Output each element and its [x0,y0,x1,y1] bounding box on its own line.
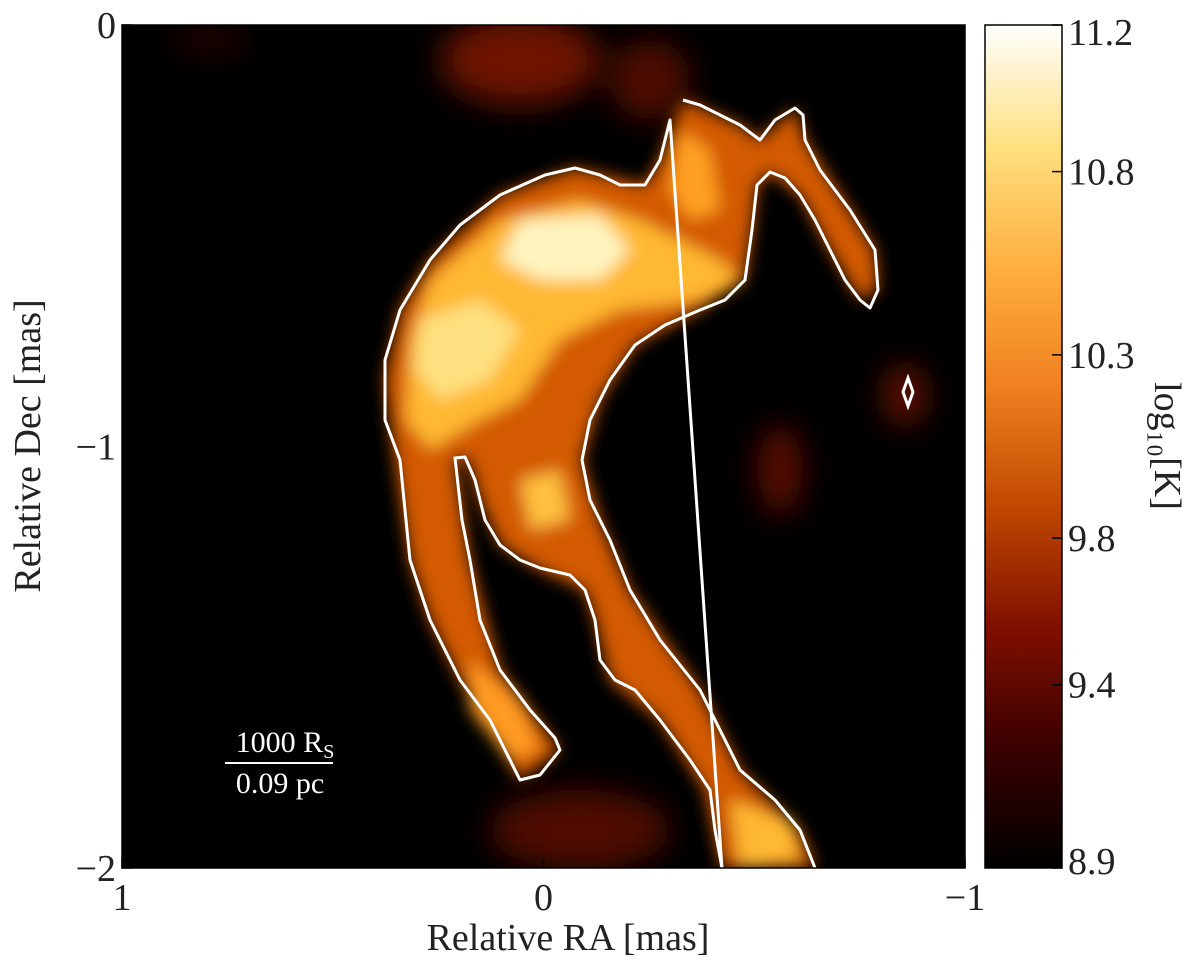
colorbar-tick-label: 9.4 [1068,665,1116,707]
colorbar-tick-label: 9.8 [1068,518,1116,560]
x-tick-label: −1 [945,877,985,919]
y-tick-label: −1 [76,427,116,469]
scale-bar: 1000 RS 0.09 pc [225,726,334,800]
emission-image [122,25,965,868]
scale-bar-bottom: 0.09 pc [236,767,324,800]
y-tick-label: −2 [76,848,116,890]
colorbar-label: log₁₀[K] [1146,382,1188,510]
colorbar-tick-label: 8.9 [1068,841,1116,883]
x-axis-label: Relative RA [mas] [427,917,710,959]
x-tick-label: 0 [534,877,553,919]
colorbar-tick-label: 10.8 [1068,152,1135,194]
colorbar [984,24,1063,869]
colorbar-tick-label: 10.3 [1068,335,1135,377]
x-tick-label: 1 [113,877,132,919]
colorbar-tick-label: 11.2 [1068,12,1133,54]
scale-bar-top: 1000 RS [236,726,335,763]
y-axis-label: Relative Dec [mas] [7,299,49,592]
y-tick-label: 0 [97,5,116,47]
